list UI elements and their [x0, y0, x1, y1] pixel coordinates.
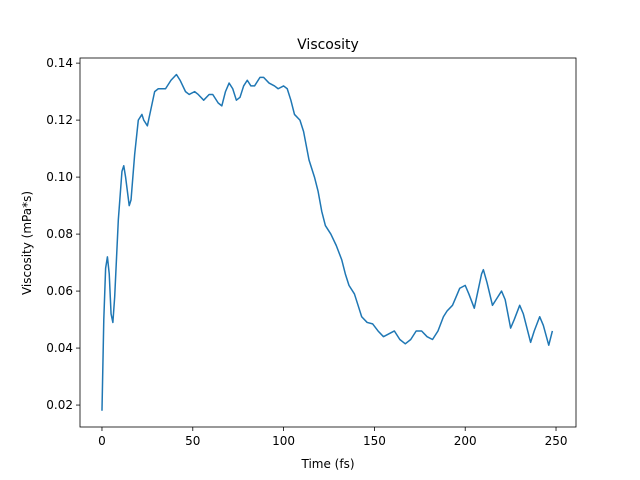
axes-frame — [79, 57, 577, 428]
y-tick-label: 0.08 — [46, 227, 73, 241]
y-tick-label: 0.14 — [46, 56, 73, 70]
y-tick-label: 0.04 — [46, 341, 73, 355]
x-tick-label: 250 — [545, 434, 568, 448]
x-tick-label: 150 — [363, 434, 386, 448]
y-tick-label: 0.06 — [46, 284, 73, 298]
y-tick-label: 0.02 — [46, 398, 73, 412]
x-tick-label: 0 — [98, 434, 106, 448]
plot-area — [101, 73, 554, 411]
chart-title: Viscosity — [297, 37, 359, 53]
y-tick-label: 0.12 — [46, 113, 73, 127]
x-tick-label: 200 — [454, 434, 477, 448]
y-axis-label: Viscosity (mPa*s) — [20, 191, 34, 295]
y-tick-label: 0.10 — [46, 170, 73, 184]
x-tick-label: 50 — [185, 434, 200, 448]
x-axis-label: Time (fs) — [300, 457, 354, 471]
data-line — [101, 73, 554, 411]
x-tick-label: 100 — [272, 434, 295, 448]
